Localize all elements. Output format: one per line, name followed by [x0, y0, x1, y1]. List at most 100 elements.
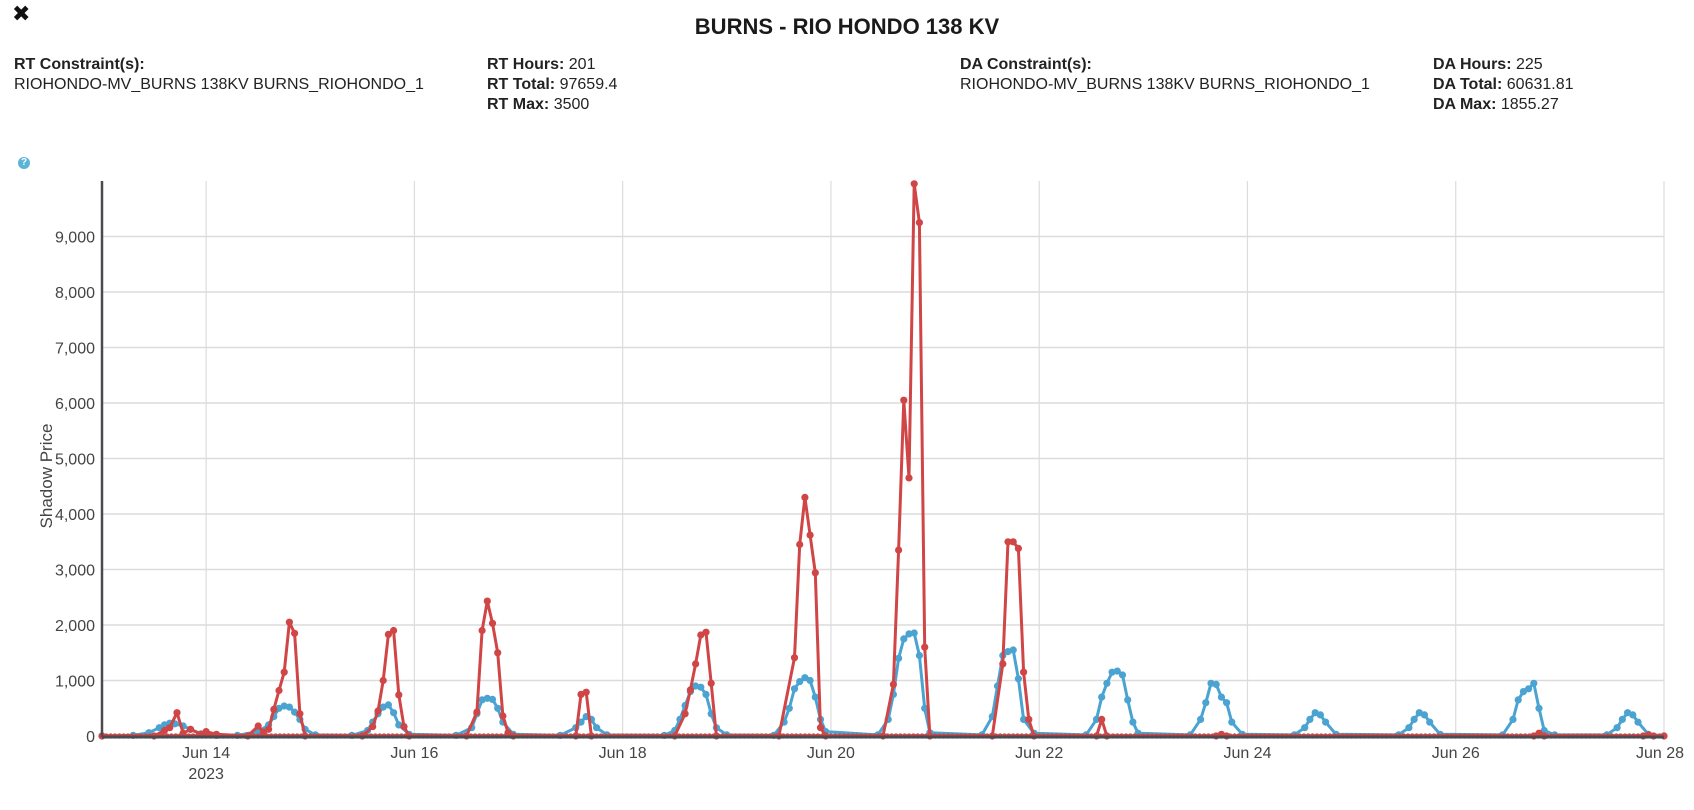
- data-point: [1525, 685, 1533, 693]
- data-point: [1405, 724, 1413, 732]
- data-point: [1103, 679, 1111, 687]
- data-point: [999, 660, 1007, 668]
- data-point: [202, 728, 210, 736]
- data-point: [1113, 667, 1121, 675]
- y-tick-label: 1,000: [55, 674, 95, 691]
- rt-max-label: RT Max:: [487, 96, 550, 113]
- data-point: [291, 629, 299, 637]
- data-point: [384, 701, 392, 709]
- close-icon[interactable]: ✖: [12, 1, 31, 26]
- data-point: [1212, 680, 1220, 689]
- chart-title: BURNS - RIO HONDO 138 KV: [694, 14, 1000, 39]
- x-tick-label: Jun 22: [1015, 745, 1063, 762]
- data-point: [702, 690, 710, 699]
- da-constraint-block: DA Constraint(s): RIOHONDO-MV_BURNS 138K…: [960, 55, 1370, 95]
- data-point: [1301, 724, 1309, 732]
- y-axis-ticks: 0 1,000 2,000 3,000 4,000 5,000 6,000 7,000 8,00…: [55, 230, 95, 747]
- y-tick-label: 9,000: [55, 230, 95, 247]
- data-point: [499, 712, 507, 720]
- data-point: [473, 708, 481, 716]
- x-tick-year-label: 2023: [188, 766, 224, 783]
- data-point: [1025, 715, 1033, 724]
- da-stats-block: DA Hours: 225 DA Total: 60631.81 DA Max:…: [1433, 55, 1574, 115]
- y-tick-label: 4,000: [55, 507, 95, 524]
- data-point: [1129, 718, 1137, 726]
- data-point: [488, 619, 497, 627]
- data-point: [1420, 711, 1429, 719]
- data-point: [1217, 693, 1225, 701]
- data-point: [1009, 646, 1017, 654]
- y-tick-label: 3,000: [55, 563, 95, 580]
- data-point: [1009, 538, 1017, 546]
- da-hours-label: DA Hours:: [1433, 56, 1512, 73]
- data-point: [811, 693, 819, 701]
- data-point: [1322, 718, 1330, 726]
- help-icon[interactable]: ?: [18, 157, 30, 169]
- da-max-value: 1855.27: [1500, 96, 1559, 113]
- y-tick-label: 6,000: [55, 396, 95, 413]
- data-point: [796, 540, 804, 549]
- data-point: [285, 618, 293, 626]
- data-point: [1118, 671, 1127, 679]
- data-point: [270, 705, 278, 714]
- data-point: [1316, 711, 1324, 719]
- data-point: [1535, 704, 1543, 712]
- data-point: [488, 695, 497, 704]
- data-point: [889, 680, 898, 689]
- rt-max-value: 3500: [553, 96, 590, 113]
- data-point: [1410, 715, 1418, 724]
- data-point: [390, 626, 398, 635]
- rt-hours-value: 201: [568, 56, 596, 73]
- x-tick-label: Jun 14: [182, 745, 230, 762]
- rt-stats-block: RT Hours: 201 RT Total: 97659.4 RT Max: …: [487, 55, 617, 115]
- data-point: [790, 654, 799, 662]
- data-point: [593, 724, 601, 732]
- data-point: [369, 723, 377, 731]
- data-point: [1020, 715, 1028, 724]
- data-point: [1629, 711, 1637, 719]
- x-axis-ticks: Jun 14 2023 Jun 16 Jun 18 Jun 20 Jun 22 Jun 24…: [182, 745, 1684, 783]
- data-point: [1634, 718, 1642, 726]
- rt-constraint-value: RIOHONDO-MV_BURNS 138KV BURNS_RIOHONDO_1: [14, 76, 424, 93]
- data-point: [1197, 715, 1205, 724]
- data-point: [816, 724, 825, 732]
- da-total-label: DA Total:: [1433, 76, 1503, 93]
- da-constraint-label: DA Constraint(s):: [960, 56, 1092, 73]
- rt-line: [102, 182, 1664, 738]
- data-point: [905, 474, 913, 482]
- data-point: [790, 685, 799, 693]
- data-point: [1613, 724, 1621, 732]
- data-point: [692, 660, 700, 668]
- data-point: [384, 630, 392, 639]
- data-point: [910, 629, 918, 637]
- data-point: [806, 676, 814, 685]
- y-tick-label: 5,000: [55, 452, 95, 469]
- data-point: [1223, 699, 1231, 707]
- data-point: [1618, 715, 1626, 724]
- data-point: [285, 703, 293, 711]
- chart-grid: [102, 181, 1665, 736]
- data-point: [1092, 715, 1101, 724]
- data-point: [379, 676, 387, 685]
- data-point: [1098, 715, 1106, 724]
- data-point: [483, 597, 491, 605]
- data-point: [280, 668, 288, 676]
- da-hours-value: 225: [1515, 56, 1543, 73]
- data-point: [900, 396, 908, 404]
- data-point: [707, 679, 715, 687]
- data-point: [582, 688, 590, 696]
- data-point: [173, 709, 181, 717]
- y-tick-label: 8,000: [55, 285, 95, 302]
- rt-total-label: RT Total:: [487, 76, 556, 93]
- y-tick-label: 0: [86, 729, 95, 746]
- data-point: [390, 709, 398, 717]
- rt-constraint-label: RT Constraint(s):: [14, 56, 145, 73]
- data-point: [811, 569, 819, 577]
- data-point: [785, 704, 793, 712]
- x-tick-label: Jun 24: [1223, 745, 1271, 762]
- data-point: [915, 651, 924, 660]
- data-point: [921, 643, 929, 651]
- data-point: [494, 704, 502, 712]
- data-point: [702, 628, 710, 636]
